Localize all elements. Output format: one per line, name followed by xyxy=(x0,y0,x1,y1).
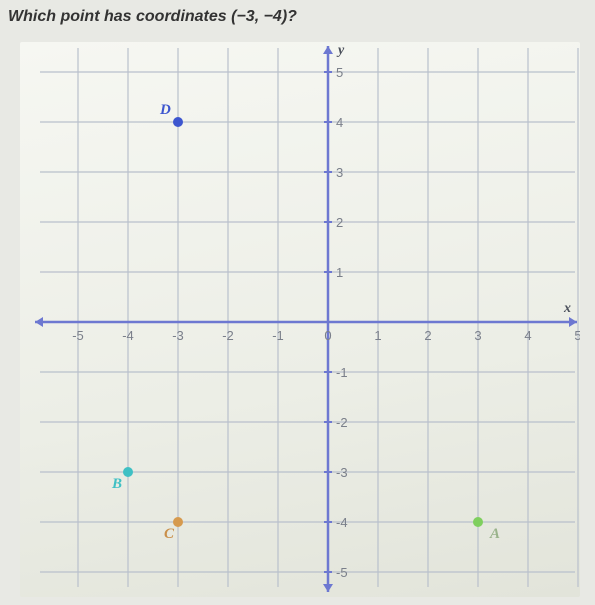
y-tick-label: -5 xyxy=(336,565,348,580)
x-tick-label: -3 xyxy=(172,328,184,343)
y-tick-label: -3 xyxy=(336,465,348,480)
point-c xyxy=(173,517,183,527)
point-a xyxy=(473,517,483,527)
x-tick-label: -4 xyxy=(122,328,134,343)
x-tick-label: 4 xyxy=(524,328,531,343)
x-axis-label: x xyxy=(563,301,571,316)
point-d xyxy=(173,117,183,127)
question-text: Which point has coordinates (−3, −4)? xyxy=(8,8,297,26)
point-label-c: C xyxy=(164,526,175,542)
x-tick-label: -1 xyxy=(272,328,284,343)
y-tick-label: -4 xyxy=(336,515,348,530)
y-tick-label: 5 xyxy=(336,65,343,80)
x-tick-label: 5 xyxy=(574,328,580,343)
y-tick-label: -1 xyxy=(336,365,348,380)
x-tick-label: 2 xyxy=(424,328,431,343)
y-tick-label: 1 xyxy=(336,265,343,280)
x-tick-label: 1 xyxy=(374,328,381,343)
x-tick-label: -5 xyxy=(72,328,84,343)
x-tick-label: -2 xyxy=(222,328,234,343)
grid xyxy=(40,48,578,587)
y-tick-label: -2 xyxy=(336,415,348,430)
y-tick-label: 3 xyxy=(336,165,343,180)
x-tick-label: 0 xyxy=(324,328,331,343)
chart-svg: -5 -4 -3 -2 -1 0 1 2 3 4 5 -5 -4 -3 -2 -1 1 2 3 4 5 y x D B C A xyxy=(20,42,580,597)
point-b xyxy=(123,467,133,477)
coordinate-chart: -5 -4 -3 -2 -1 0 1 2 3 4 5 -5 -4 -3 -2 -1 1 2 3 4 5 y x D B C A xyxy=(20,42,580,597)
x-tick-label: 3 xyxy=(474,328,481,343)
y-tick-label: 4 xyxy=(336,115,343,130)
point-label-b: B xyxy=(111,476,122,492)
axes xyxy=(35,46,577,592)
y-axis-label: y xyxy=(336,43,345,58)
point-label-a: A xyxy=(489,526,500,542)
point-label-d: D xyxy=(159,102,171,118)
y-tick-label: 2 xyxy=(336,215,343,230)
